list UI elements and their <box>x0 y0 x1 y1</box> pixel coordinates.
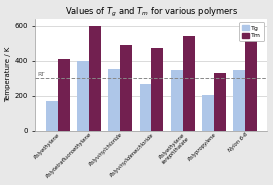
Bar <box>233 70 245 131</box>
Title: Values of $\mathit{T}_g$ and $\mathit{T}_m$ for various polymers: Values of $\mathit{T}_g$ and $\mathit{T}… <box>65 6 238 19</box>
Bar <box>108 69 120 131</box>
Bar <box>58 59 70 131</box>
Bar <box>77 61 89 131</box>
Bar <box>46 101 58 131</box>
Bar <box>171 70 183 131</box>
Bar <box>152 48 163 131</box>
Bar <box>245 36 257 131</box>
Y-axis label: Temperature / K: Temperature / K <box>5 47 11 102</box>
Legend: Tg, Tm: Tg, Tm <box>239 22 264 41</box>
Bar <box>120 45 132 131</box>
Bar <box>183 36 194 131</box>
Text: RT: RT <box>38 72 45 77</box>
Bar <box>140 84 152 131</box>
Bar <box>202 95 214 131</box>
Bar <box>89 26 101 131</box>
Bar <box>214 73 226 131</box>
